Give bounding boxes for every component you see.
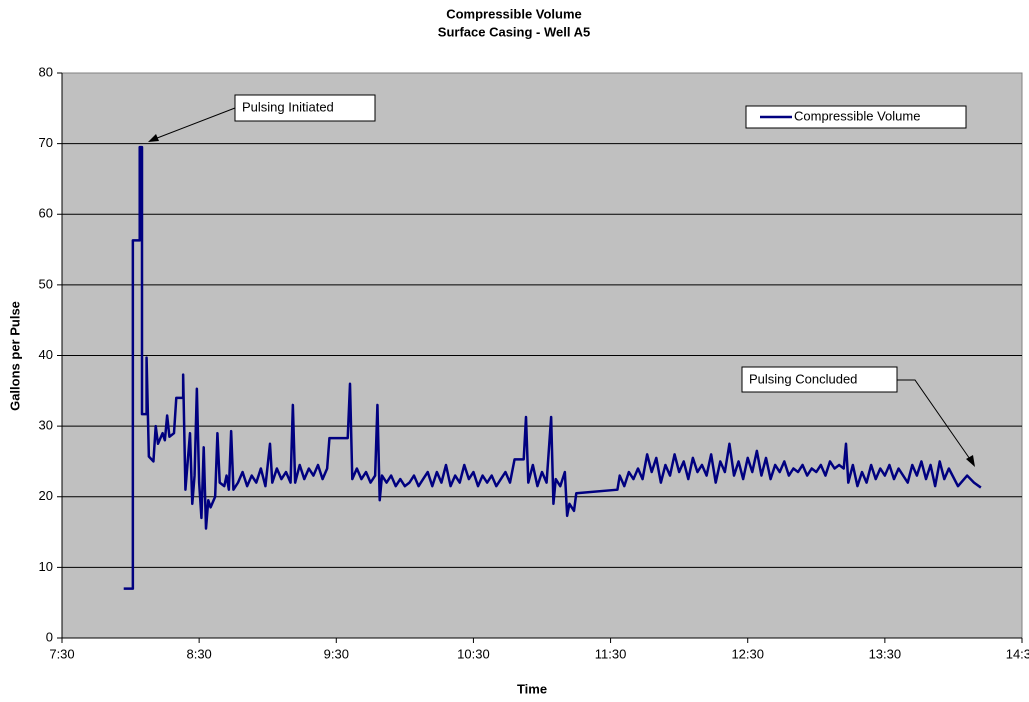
legend-label: Compressible Volume: [794, 108, 920, 123]
y-tick-label: 70: [39, 135, 53, 150]
x-tick-label: 13:30: [869, 646, 902, 661]
annotation-arrow: [151, 107, 236, 141]
arrow-head: [148, 134, 159, 142]
legend: Compressible Volume: [745, 105, 967, 129]
x-tick-label: 11:30: [595, 646, 627, 661]
annotation-arrow: [897, 379, 973, 463]
annotation-concluded: Pulsing Concluded: [741, 366, 975, 467]
annotation-initiated: Pulsing Initiated: [148, 94, 376, 142]
x-axis-label: Time: [517, 681, 547, 696]
legend-box: [745, 105, 967, 129]
y-tick-label: 40: [39, 347, 53, 362]
y-tick-label: 10: [39, 559, 53, 574]
x-tick-label: 9:30: [324, 646, 349, 661]
y-tick-label: 80: [39, 64, 53, 79]
x-tick-label: 14:30: [1006, 646, 1029, 661]
y-tick-label: 20: [39, 488, 53, 503]
x-tick-label: 10:30: [457, 646, 490, 661]
data-line: [123, 145, 982, 590]
annotation-text: Pulsing Initiated: [242, 99, 334, 114]
y-tick-label: 30: [39, 418, 53, 433]
y-tick-label: 0: [46, 629, 53, 644]
chart-subtitle: Surface Casing - Well A5: [438, 24, 590, 39]
annotation-text: Pulsing Concluded: [749, 371, 857, 386]
annotation-box: [741, 366, 898, 393]
x-tick-label: 7:30: [49, 646, 74, 661]
x-tick-label: 8:30: [186, 646, 211, 661]
annotation-box: [234, 94, 376, 122]
chart-title: Compressible Volume: [446, 6, 582, 21]
arrow-head: [966, 455, 975, 467]
y-tick-label: 60: [39, 206, 53, 221]
x-tick-label: 12:30: [731, 646, 764, 661]
y-axis-label: Gallons per Pulse: [7, 301, 22, 411]
y-tick-label: 50: [39, 276, 53, 291]
